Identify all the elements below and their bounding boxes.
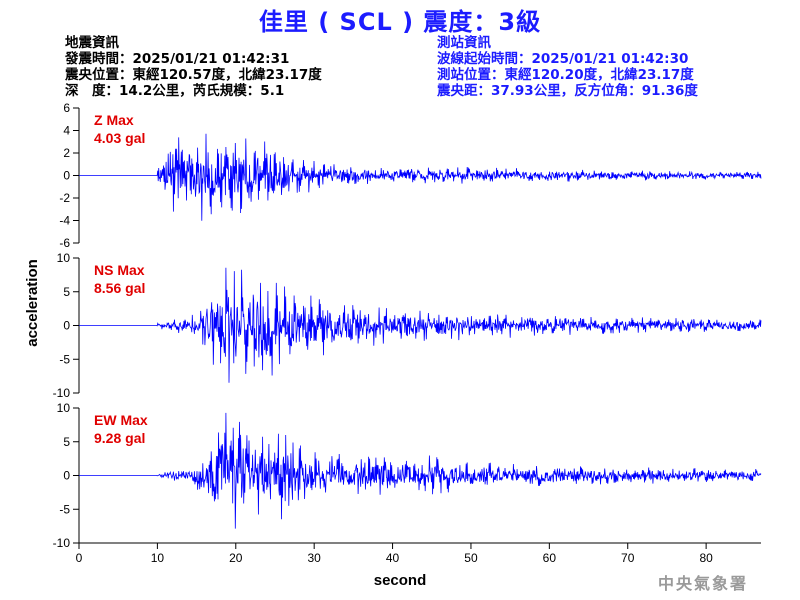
y-tick-label: -10 <box>53 536 71 550</box>
earthquake-info-block: 地震資訊 發震時間：2025/01/21 01:42:31 震央位置：東經120… <box>65 35 322 99</box>
x-tick-label: 50 <box>464 551 478 565</box>
y-axis-label: acceleration <box>24 259 41 347</box>
y-tick-label: 4 <box>63 124 70 138</box>
depth-magnitude-text: 深 度：14.2公里，芮氏規模：5.1 <box>65 83 285 99</box>
x-tick-label: 10 <box>151 551 165 565</box>
chart-title: 佳里 ( SCL ) 震度：3級 <box>258 8 542 36</box>
y-tick-label: -5 <box>59 502 70 516</box>
x-tick-label: 60 <box>543 551 557 565</box>
y-tick-label: 6 <box>63 101 70 115</box>
max-label: NS Max <box>94 262 145 278</box>
max-value: 9.28 gal <box>94 430 145 446</box>
station-location-text: 測站位置：東經120.20度，北緯23.17度 <box>437 67 694 83</box>
y-tick-label: -5 <box>59 352 70 366</box>
y-tick-label: 0 <box>63 319 70 333</box>
y-tick-label: 0 <box>63 169 70 183</box>
y-tick-label: -10 <box>53 386 71 400</box>
x-tick-label: 40 <box>386 551 400 565</box>
x-tick-label: 20 <box>229 551 243 565</box>
y-tick-label: 2 <box>63 146 70 160</box>
max-value: 4.03 gal <box>94 130 145 146</box>
max-label: Z Max <box>94 112 134 128</box>
panel-z: 6 4 2 0 -2 -4 -6 Z Max 4.03 gal <box>59 101 762 250</box>
y-tick-label: -4 <box>59 214 70 228</box>
max-label: EW Max <box>94 412 148 428</box>
y-tick-label: 0 <box>63 469 70 483</box>
waveform-trace-ns <box>79 267 762 383</box>
wave-start-text: 波線起始時間：2025/01/21 01:42:30 <box>437 51 689 67</box>
x-axis-label: second <box>374 572 427 589</box>
epicenter-text: 震央位置：東經120.57度，北緯23.17度 <box>65 67 322 83</box>
y-tick-label: 5 <box>63 435 70 449</box>
y-tick-label: 10 <box>57 401 71 415</box>
origin-time-text: 發震時間：2025/01/21 01:42:31 <box>65 51 290 67</box>
waveform-trace-ew <box>79 412 762 529</box>
y-tick-label: 5 <box>63 285 70 299</box>
station-info-heading: 測站資訊 <box>437 35 491 51</box>
epicentral-distance-text: 震央距：37.93公里，反方位角：91.36度 <box>437 83 698 99</box>
x-tick-label: 30 <box>307 551 321 565</box>
panel-ns: 10 5 0 -5 -10 NS Max 8.56 gal <box>53 251 762 400</box>
x-tick-label: 80 <box>699 551 713 565</box>
max-value: 8.56 gal <box>94 280 145 296</box>
y-tick-label: -6 <box>59 236 70 250</box>
station-info-block: 測站資訊 波線起始時間：2025/01/21 01:42:30 測站位置：東經1… <box>437 35 698 99</box>
x-tick-label: 70 <box>621 551 635 565</box>
panel-ew: 10 5 0 -5 -10 EW Max 9.28 gal <box>53 401 762 550</box>
waveform-trace-z <box>79 133 762 221</box>
earthquake-info-heading: 地震資訊 <box>65 35 119 51</box>
x-tick-label: 0 <box>76 551 83 565</box>
y-tick-label: -2 <box>59 191 70 205</box>
agency-watermark: 中央氣象署 <box>657 574 748 593</box>
y-tick-label: 10 <box>57 251 71 265</box>
